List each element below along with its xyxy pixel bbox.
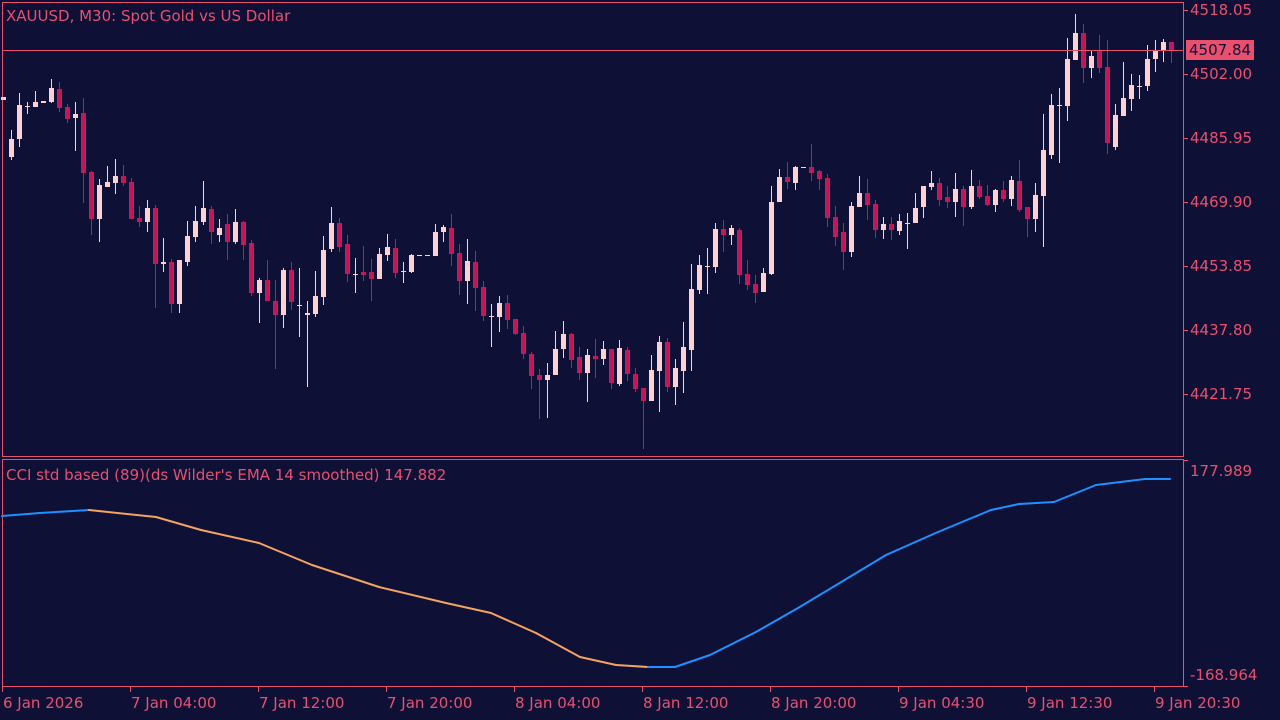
price-axis-label: 4518.05 <box>1190 1 1253 19</box>
time-axis-label: 9 Jan 20:30 <box>1155 694 1241 712</box>
time-axis-label: 9 Jan 12:30 <box>1027 694 1113 712</box>
current-price-tag: 4507.84 <box>1186 40 1255 60</box>
time-axis-label: 9 Jan 04:30 <box>899 694 985 712</box>
price-axis-label: 4453.85 <box>1190 257 1253 275</box>
time-axis-label: 8 Jan 12:00 <box>643 694 729 712</box>
time-axis-label: 7 Jan 12:00 <box>259 694 345 712</box>
price-axis-label: 4502.00 <box>1190 65 1253 83</box>
chart-frame <box>2 2 1188 692</box>
chart-title: XAUUSD, M30: Spot Gold vs US Dollar <box>6 7 291 25</box>
time-axis-label: 7 Jan 04:00 <box>131 694 217 712</box>
time-axis-label: 7 Jan 20:00 <box>387 694 473 712</box>
time-axis-label: 8 Jan 20:00 <box>771 694 857 712</box>
price-axis-label: 4469.90 <box>1190 193 1253 211</box>
indicator-axis-min: -168.964 <box>1190 666 1258 684</box>
candlestick-series <box>1 14 1174 449</box>
indicator-title: CCI std based (89)(ds Wilder's EMA 14 sm… <box>6 466 447 484</box>
cci-indicator-line <box>1 478 1171 668</box>
time-axis-label: 6 Jan 2026 <box>3 694 84 712</box>
price-axis-label: 4437.80 <box>1190 321 1253 339</box>
indicator-axis-max: 177.989 <box>1190 462 1253 480</box>
price-axis-label: 4421.75 <box>1190 385 1253 403</box>
time-axis-label: 8 Jan 04:00 <box>515 694 601 712</box>
price-axis-label: 4485.95 <box>1190 129 1253 147</box>
